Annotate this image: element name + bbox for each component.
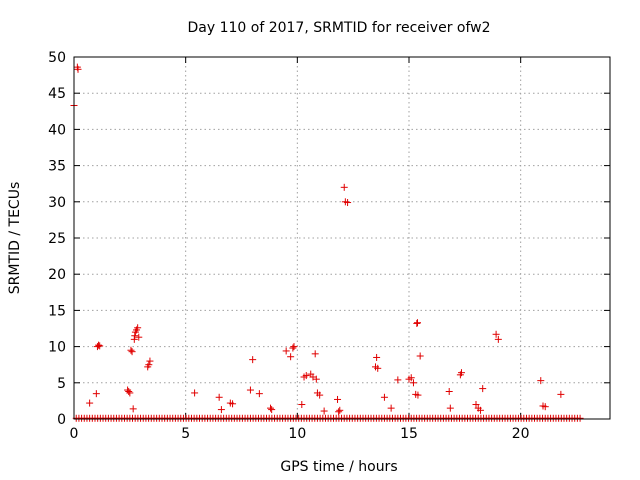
- data-point: [128, 348, 136, 356]
- data-point: [135, 333, 143, 341]
- x-tick-label: 0: [70, 426, 79, 442]
- data-point: [146, 357, 154, 365]
- x-tick-label: 5: [181, 426, 190, 442]
- data-point: [445, 387, 453, 395]
- y-tick-label: 45: [48, 86, 66, 102]
- axis-ticks: 0 5 10 15 20 0 5 10 15 20 25 30 35 40 45 50: [48, 50, 610, 442]
- data-point: [127, 346, 135, 354]
- data-point: [380, 393, 388, 401]
- data-point: [476, 406, 484, 414]
- y-tick-label: 15: [48, 303, 66, 319]
- data-point: [95, 341, 103, 349]
- y-tick-label: 40: [48, 122, 66, 138]
- data-point: [289, 344, 297, 352]
- data-point: [312, 375, 320, 383]
- data-point: [191, 389, 199, 397]
- data-point: [336, 406, 344, 414]
- data-point: [320, 407, 328, 415]
- data-point: [287, 353, 295, 361]
- data-point: [407, 374, 415, 382]
- data-point: [290, 343, 298, 351]
- plot-frame: [73, 56, 611, 420]
- data-point: [394, 376, 402, 384]
- data-point: [126, 389, 134, 397]
- data-points: [70, 63, 584, 422]
- data-point: [409, 379, 417, 387]
- data-point: [457, 369, 465, 377]
- data-point: [492, 330, 500, 338]
- y-tick-label: 5: [57, 376, 66, 392]
- x-axis-label: GPS time / hours: [280, 459, 397, 475]
- data-point: [298, 401, 306, 409]
- data-point: [125, 387, 133, 395]
- data-point: [374, 364, 382, 372]
- data-point: [479, 385, 487, 393]
- data-point: [267, 404, 275, 412]
- data-point: [134, 324, 142, 332]
- data-point: [246, 386, 254, 394]
- x-tick-label: 10: [288, 426, 306, 442]
- data-point: [576, 414, 584, 422]
- data-point: [92, 390, 100, 398]
- x-tick-label: 15: [400, 426, 418, 442]
- data-point: [74, 65, 82, 73]
- data-point: [302, 372, 310, 380]
- data-point: [282, 347, 290, 355]
- y-tick-label: 10: [48, 340, 66, 356]
- data-point: [335, 408, 343, 416]
- data-point: [413, 319, 421, 327]
- data-point: [557, 390, 565, 398]
- data-point: [344, 199, 352, 207]
- data-point: [129, 405, 137, 413]
- data-point: [229, 400, 237, 408]
- y-tick-label: 30: [48, 195, 66, 211]
- data-point: [416, 352, 424, 360]
- x-tick-label: 20: [512, 426, 530, 442]
- data-point: [537, 377, 545, 385]
- y-tick-label: 35: [48, 159, 66, 175]
- y-tick-label: 0: [57, 412, 66, 428]
- data-point: [446, 404, 454, 412]
- data-point: [472, 401, 480, 409]
- data-point: [268, 406, 276, 414]
- data-point: [217, 406, 225, 414]
- data-point: [541, 403, 549, 411]
- data-point: [413, 319, 421, 327]
- data-point: [255, 390, 263, 398]
- y-tick-label: 25: [48, 231, 66, 247]
- data-point: [373, 353, 381, 361]
- data-point: [215, 393, 223, 401]
- data-point: [249, 356, 257, 364]
- data-point: [96, 342, 104, 350]
- y-axis-label: SRMTID / TECUs: [7, 182, 23, 295]
- data-point: [340, 183, 348, 191]
- data-point: [145, 361, 153, 369]
- data-point: [387, 404, 395, 412]
- data-point: [316, 391, 324, 399]
- chart-title: Day 110 of 2017, SRMTID for receiver ofw…: [187, 20, 490, 36]
- y-tick-label: 50: [48, 50, 66, 66]
- y-tick-label: 20: [48, 267, 66, 283]
- data-point: [494, 335, 502, 343]
- data-point: [131, 332, 139, 340]
- data-point: [311, 350, 319, 358]
- data-point: [86, 399, 94, 407]
- grid-lines: [74, 57, 610, 419]
- data-point: [414, 391, 422, 399]
- data-point: [334, 395, 342, 403]
